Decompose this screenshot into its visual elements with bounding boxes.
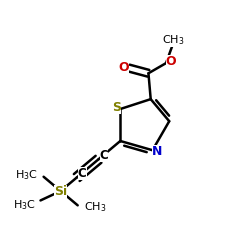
Text: C: C [78,167,86,180]
Text: O: O [118,61,129,74]
Text: H$_3$C: H$_3$C [13,198,36,212]
Text: O: O [166,56,176,68]
Text: N: N [152,145,162,158]
Text: H$_3$C: H$_3$C [14,168,38,182]
Text: Si: Si [54,184,67,198]
Text: C: C [100,149,108,162]
Text: S: S [112,100,121,114]
Text: CH$_3$: CH$_3$ [84,200,106,214]
Text: CH$_3$: CH$_3$ [162,34,185,47]
